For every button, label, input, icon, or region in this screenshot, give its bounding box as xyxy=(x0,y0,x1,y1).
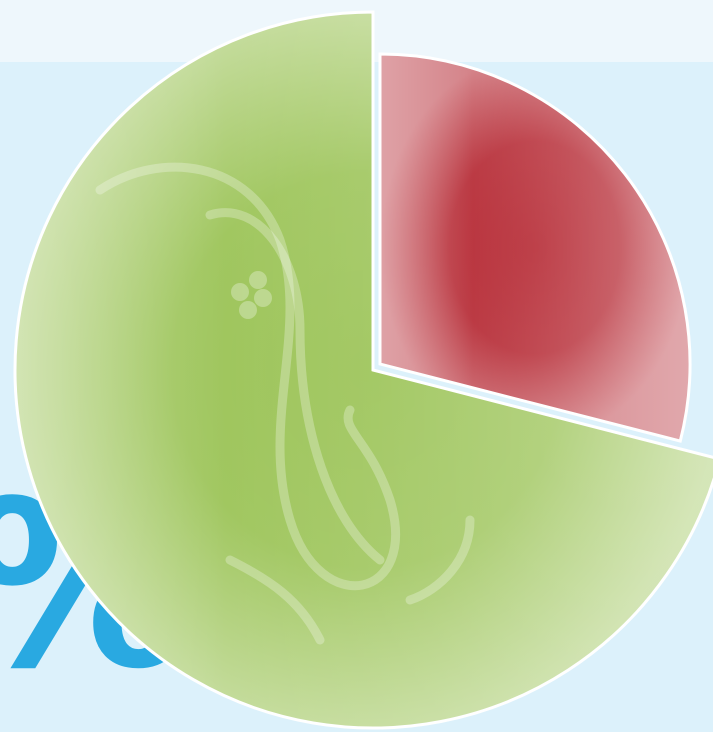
chart: % xyxy=(0,0,713,732)
page: % (() => { const data = JSON.parse(docum… xyxy=(0,0,713,732)
